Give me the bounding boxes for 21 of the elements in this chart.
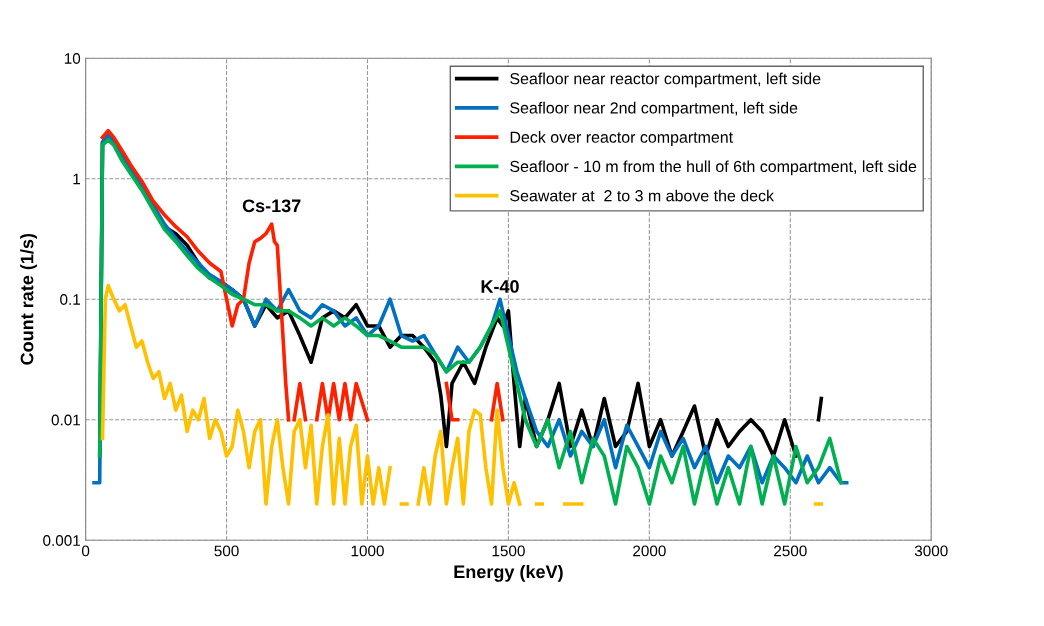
x-tick-label: 2500: [774, 545, 807, 557]
x-tick-label: 500: [214, 545, 239, 557]
x-tick-label: 1000: [351, 545, 384, 557]
annotation: K-40: [481, 280, 519, 293]
x-tick-label: 2000: [633, 545, 666, 557]
y-tick-label: 0.001: [43, 535, 81, 546]
y-tick-label: 10: [64, 53, 81, 64]
legend-label: Seawater at 2 to 3 m above the deck: [510, 189, 775, 202]
x-tick-label: 0: [81, 545, 90, 557]
legend-label: Deck over reactor compartment: [510, 131, 733, 147]
y-tick-label: 0.01: [51, 414, 80, 426]
y-tick-label: 0.1: [60, 294, 80, 305]
annotation: Cs-137: [242, 199, 301, 213]
legend-label: Seafloor near 2nd compartment, left side: [510, 101, 798, 117]
x-tick-label: 1500: [492, 545, 525, 557]
y-tick-label: 1: [73, 173, 80, 185]
legend-label: Seafloor near reactor compartment, left side: [510, 72, 821, 88]
x-tick-label: 3000: [914, 545, 948, 557]
y-axis-title: Count rate (1/s): [20, 233, 37, 365]
x-axis-title: Energy (keV): [454, 564, 563, 582]
legend-label: Seafloor - 10 m from the hull of 6th compartment, left side: [510, 160, 917, 176]
